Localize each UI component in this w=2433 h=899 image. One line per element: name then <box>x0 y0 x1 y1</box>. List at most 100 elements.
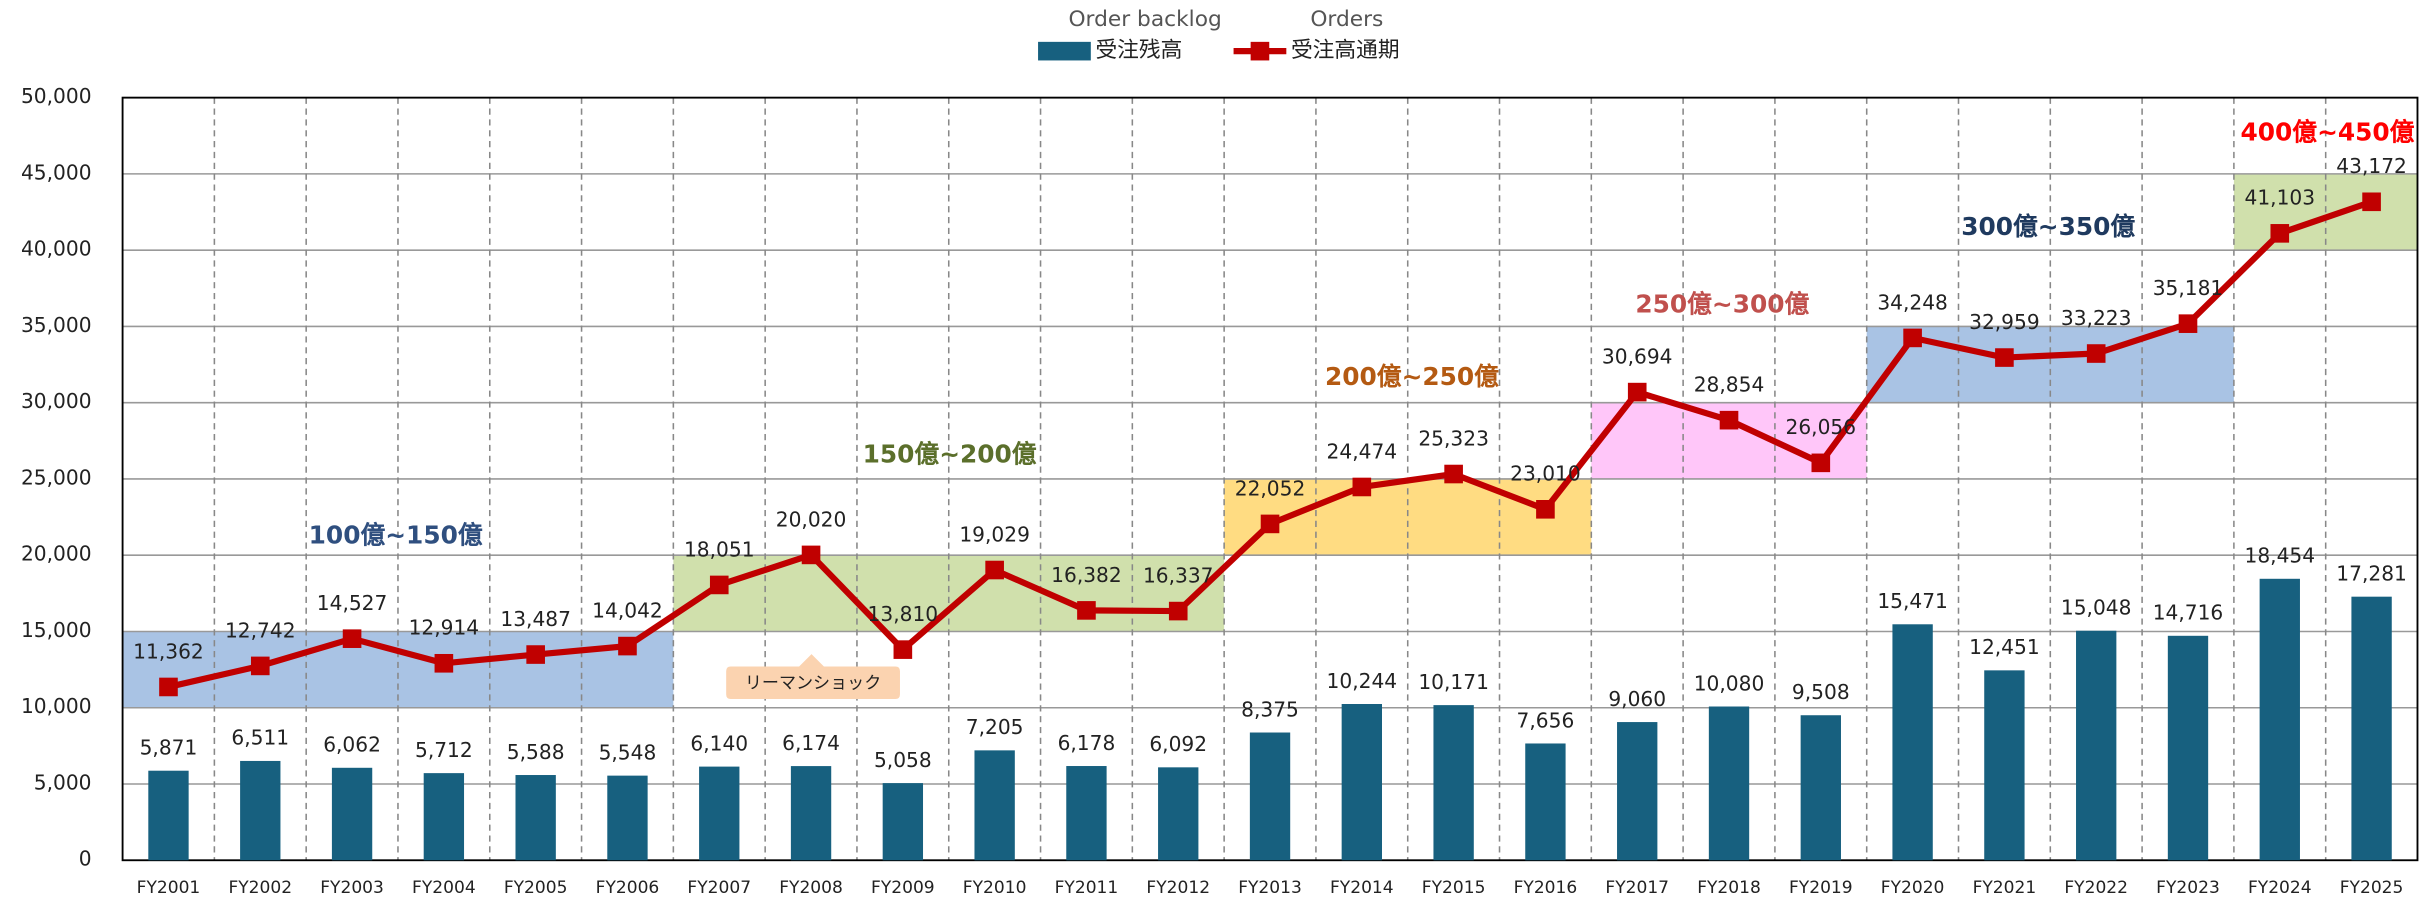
line-marker <box>1903 328 1922 348</box>
line-value-label: 34,248 <box>1877 290 1948 314</box>
bar-value-label: 10,080 <box>1694 671 1765 695</box>
line-value-label: 24,474 <box>1327 439 1398 463</box>
line-marker <box>1444 464 1463 484</box>
x-tick-label: FY2003 <box>320 878 384 898</box>
line-marker <box>618 636 637 656</box>
line-marker <box>1536 500 1555 519</box>
bar-value-label: 10,244 <box>1327 669 1398 693</box>
bar <box>882 783 924 861</box>
bar <box>1617 722 1658 861</box>
y-tick-label: 20,000 <box>21 542 92 566</box>
y-tick-label: 10,000 <box>21 694 92 718</box>
bar <box>2351 596 2392 861</box>
bar-value-label: 7,656 <box>1517 708 1575 732</box>
line-value-label: 28,854 <box>1694 373 1765 397</box>
bar-value-label: 6,092 <box>1149 732 1207 756</box>
x-tick-label: FY2025 <box>2340 878 2404 898</box>
line-marker <box>434 653 454 673</box>
x-tick-label: FY2006 <box>596 878 660 898</box>
line-marker <box>1811 453 1831 473</box>
x-tick-label: FY2024 <box>2248 878 2312 898</box>
bar-value-label: 6,062 <box>323 733 381 757</box>
line-value-label: 12,742 <box>225 618 296 642</box>
line-marker <box>526 645 545 664</box>
line-value-label: 22,052 <box>1235 476 1306 500</box>
bar <box>1708 706 1750 861</box>
line-value-label: 11,362 <box>133 639 204 663</box>
line-value-label: 30,694 <box>1602 345 1673 369</box>
bar <box>790 766 832 861</box>
x-tick-label: FY2013 <box>1238 878 1302 898</box>
bar-value-label: 15,048 <box>2061 596 2132 620</box>
line-marker <box>985 560 1004 580</box>
x-tick-label: FY2018 <box>1697 878 1761 898</box>
line-value-label: 35,181 <box>2153 276 2224 300</box>
x-tick-label: FY2012 <box>1146 878 1210 898</box>
x-tick-label: FY2007 <box>687 878 751 898</box>
bar <box>331 767 373 861</box>
line-value-label: 33,223 <box>2061 306 2132 330</box>
x-tick-label: FY2017 <box>1605 878 1669 898</box>
y-tick-label: 40,000 <box>21 237 92 261</box>
bar-value-label: 6,178 <box>1058 731 1116 755</box>
band-label: 250億~300億 <box>1635 289 1809 318</box>
line-marker <box>2178 314 2198 333</box>
line-marker <box>1260 514 1280 534</box>
line-value-label: 20,020 <box>776 507 847 531</box>
line-marker <box>1719 410 1739 430</box>
y-tick-label: 45,000 <box>21 160 92 184</box>
bar-value-label: 14,716 <box>2153 601 2224 625</box>
line-value-label: 23,010 <box>1510 462 1581 486</box>
line-value-label: 41,103 <box>2245 186 2316 210</box>
x-tick-label: FY2011 <box>1055 878 1119 898</box>
x-tick-label: FY2014 <box>1330 878 1394 898</box>
bar <box>699 766 740 861</box>
line-value-label: 16,337 <box>1143 563 1214 587</box>
line-value-label: 32,959 <box>1969 310 2040 334</box>
y-tick-label: 35,000 <box>21 313 92 337</box>
y-tick-label: 50,000 <box>21 84 92 108</box>
bar <box>515 775 556 861</box>
x-tick-label: FY2020 <box>1881 878 1945 898</box>
line-value-label: 25,323 <box>1418 426 1489 450</box>
line-value-label: 26,056 <box>1786 415 1857 439</box>
bar <box>1433 705 1474 861</box>
bar-value-label: 5,548 <box>599 740 657 764</box>
bar-value-label: 9,508 <box>1792 680 1850 704</box>
legend-swatch <box>1250 41 1270 61</box>
line-marker <box>1995 348 2014 367</box>
legend-label: 受注高通期 <box>1291 38 1400 63</box>
bar <box>974 750 1015 861</box>
y-tick-label: 15,000 <box>21 618 92 642</box>
x-tick-label: FY2016 <box>1514 878 1578 898</box>
x-tick-label: FY2010 <box>963 878 1027 898</box>
bar-value-label: 15,471 <box>1877 589 1948 613</box>
legend-swatch <box>1038 41 1091 61</box>
y-tick-label: 30,000 <box>21 389 92 413</box>
bar-value-label: 5,058 <box>874 748 932 772</box>
line-marker <box>1168 601 1188 621</box>
bar <box>1892 624 1933 861</box>
bar-value-label: 12,451 <box>1969 635 2040 659</box>
line-marker <box>250 656 270 676</box>
annotation-box <box>726 654 900 700</box>
bar <box>2259 578 2300 861</box>
bar-value-label: 5,712 <box>415 738 473 762</box>
bar <box>2167 635 2209 861</box>
line-marker <box>893 640 913 659</box>
bar-value-label: 5,871 <box>140 736 198 760</box>
x-tick-label: FY2005 <box>504 878 568 898</box>
annotation: リーマンショック <box>745 674 881 694</box>
y-tick-label: 0 <box>79 847 92 871</box>
x-tick-label: FY2019 <box>1789 878 1853 898</box>
line-marker <box>159 677 178 697</box>
legend-label: 受注残高 <box>1095 38 1182 63</box>
line <box>167 198 2373 690</box>
line-value-label: 14,042 <box>592 598 663 622</box>
line-marker <box>1077 601 1096 620</box>
band-label: 150億~200億 <box>863 440 1037 469</box>
bar <box>1341 704 1382 861</box>
x-tick-label: FY2015 <box>1422 878 1486 898</box>
